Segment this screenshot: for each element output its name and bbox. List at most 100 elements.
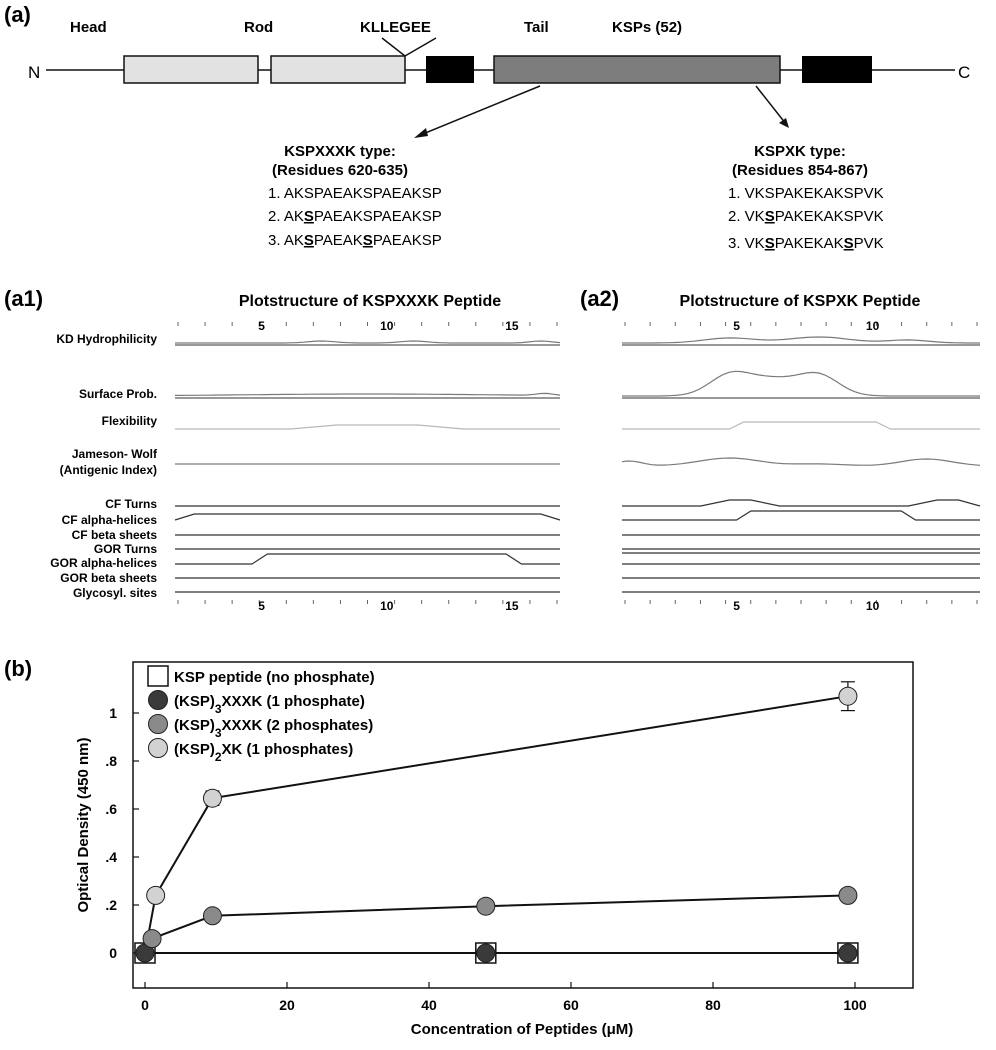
arrowhead-ksp-right — [779, 118, 789, 128]
y-tick-label: .4 — [105, 849, 117, 865]
black-segment-2 — [802, 56, 872, 83]
antigenic-index-curve — [621, 457, 981, 466]
legend-marker-3 — [148, 714, 168, 734]
track-label-7: CF alpha-helices — [62, 513, 158, 527]
track-label-12: Glycosyl. sites — [73, 586, 157, 600]
kspxk-sequence-2: 2. VKSPAKEKAKSPVK — [728, 208, 884, 225]
domain-rod-label: Rod — [244, 19, 273, 36]
domain-tail-label: Tail — [524, 19, 549, 36]
kspxk-sequence-1: 1. VKSPAKEKAKSPVK — [728, 185, 884, 202]
kspxxxk-sequence-1: 1. AKSPAEAKSPAEAKSP — [268, 185, 442, 202]
kspxk-sequences: 1. VKSPAKEKAKSPVK 2. VKSPAKEKAKSPVK 3. VKS… — [728, 185, 884, 252]
rod-domain-box — [270, 55, 406, 84]
marker-series-4 — [838, 686, 858, 706]
track-label-6: CF Turns — [105, 497, 157, 511]
track-label-10: GOR alpha-helices — [50, 556, 157, 570]
legend-label-4: (KSP)2XK (1 phosphates) — [174, 741, 353, 764]
marker-series-2 — [476, 943, 496, 963]
marker-series-3 — [838, 885, 858, 905]
plotstructure-a2-tracks: 5 10 5 10 — [621, 319, 981, 613]
track-label-1: KD Hydrophilicity — [56, 332, 157, 346]
plot-tick-label: 15 — [505, 319, 519, 333]
x-tick-label: 100 — [843, 997, 867, 1013]
panel-a1-label: (a1) — [4, 286, 43, 311]
kspxxxk-sequence-3: 3. AKSPAEAKSPAEAKSP — [268, 232, 442, 249]
track-label-2: Surface Prob. — [79, 387, 157, 401]
y-tick-label: 0 — [109, 945, 117, 961]
track-label-3: Flexibility — [102, 414, 158, 428]
legend-label-1: KSP peptide (no phosphate) — [174, 669, 375, 686]
marker-series-2 — [838, 943, 858, 963]
kspxxxk-residues: (Residues 620-635) — [272, 162, 408, 179]
n-terminus-label: N — [28, 63, 40, 82]
plot-tick-label: 10 — [380, 599, 394, 613]
surface-probability-curve — [175, 392, 561, 396]
plot-tick-label: 15 — [505, 599, 519, 613]
c-terminus-label: C — [958, 63, 970, 82]
tail-domain-box — [493, 55, 781, 84]
track-label-8: CF beta sheets — [72, 528, 158, 542]
x-tick-label: 20 — [279, 997, 295, 1013]
surface-probability-curve — [622, 370, 980, 397]
flexibility-curve — [622, 421, 980, 430]
panel-a2-label: (a2) — [580, 286, 619, 311]
track-label-9: GOR Turns — [94, 542, 157, 556]
y-tick-label: 1 — [109, 705, 117, 721]
arrowhead-ksp-left — [414, 128, 428, 138]
od-chart: 0 .2 .4 .6 .8 1 0 20 40 60 80 100 KSP peptide (no ph… — [105, 665, 867, 1013]
y-axis-title: Optical Density (450 nm) — [75, 737, 92, 912]
plotstructure-a1-tracks: 5 10 15 5 10 15 — [174, 319, 561, 613]
plot-tick-label: 10 — [866, 319, 880, 333]
domain-head-label: Head — [70, 19, 107, 36]
marker-series-3 — [142, 929, 162, 949]
track-label-5: (Antigenic Index) — [60, 463, 157, 477]
x-tick-label: 80 — [705, 997, 721, 1013]
legend-marker-2 — [148, 690, 168, 710]
ksps-label: KSPs (52) — [612, 19, 682, 36]
kspxk-title: KSPXK type: — [754, 143, 846, 160]
marker-series-4 — [202, 788, 222, 808]
marker-series-4 — [146, 885, 166, 905]
panel-b: (b) 0 .2 .4 .6 .8 1 0 20 40 60 80 100 KSP peptide (n… — [4, 656, 914, 1038]
kllegee-label: KLLEGEE — [360, 19, 431, 36]
kspxxxk-title: KSPXXXK type: — [284, 143, 396, 160]
head-domain-box — [123, 55, 259, 84]
track-label-11: GOR beta sheets — [60, 571, 157, 585]
track-labels: KD Hydrophilicity Surface Prob. Flexibilit… — [50, 332, 158, 600]
kspxk-sequence-3: 3. VKSPAKEKAKSPVK — [728, 235, 884, 252]
cf-alpha-helices-curve — [622, 510, 980, 521]
plot-tick-label: 10 — [866, 599, 880, 613]
legend-marker-4 — [148, 738, 168, 758]
plot-tick-label: 5 — [733, 599, 740, 613]
panel-a2-title: Plotstructure of KSPXK Peptide — [680, 293, 921, 310]
kllegee-pointer — [381, 37, 437, 57]
flexibility-curve — [175, 424, 560, 430]
kspxxxk-sequences: 1. AKSPAEAKSPAEAKSP 2. AKSPAEAKSPAEAKSP 3.… — [268, 185, 442, 249]
black-segment-1 — [426, 56, 474, 83]
legend-marker-square — [147, 665, 169, 687]
x-axis-title: Concentration of Peptides (μM) — [411, 1021, 634, 1038]
marker-series-3 — [476, 896, 496, 916]
series-line-4 — [144, 695, 849, 954]
marker-series-3 — [202, 906, 222, 926]
legend-label-3: (KSP)3XXXK (2 phosphates) — [174, 717, 373, 740]
x-tick-label: 0 — [141, 997, 149, 1013]
plot-frame — [132, 661, 914, 989]
legend-label-2: (KSP)3XXXK (1 phosphate) — [174, 693, 365, 716]
y-tick-label: .6 — [105, 801, 117, 817]
cf-turns-curve — [622, 499, 981, 507]
kd-hydrophilicity-curve — [622, 336, 980, 344]
panel-a1: (a1) Plotstructure of KSPXXXK Peptide 5 1… — [4, 286, 561, 613]
plot-tick-label: 5 — [258, 319, 265, 333]
arrow-ksp-left — [417, 85, 541, 137]
y-tick-label: .8 — [105, 753, 117, 769]
kspxk-residues: (Residues 854-867) — [732, 162, 868, 179]
kd-hydrophilicity-curve — [175, 340, 561, 344]
panel-a-label: (a) — [4, 2, 31, 27]
panel-a: (a) Head Rod KLLEGEE Tail KSPs (52) N C … — [4, 2, 970, 252]
cf-alpha-helices-curve — [174, 513, 561, 521]
y-tick-label: .2 — [105, 897, 117, 913]
panel-a1-title: Plotstructure of KSPXXXK Peptide — [239, 293, 501, 310]
plot-tick-label: 10 — [380, 319, 394, 333]
